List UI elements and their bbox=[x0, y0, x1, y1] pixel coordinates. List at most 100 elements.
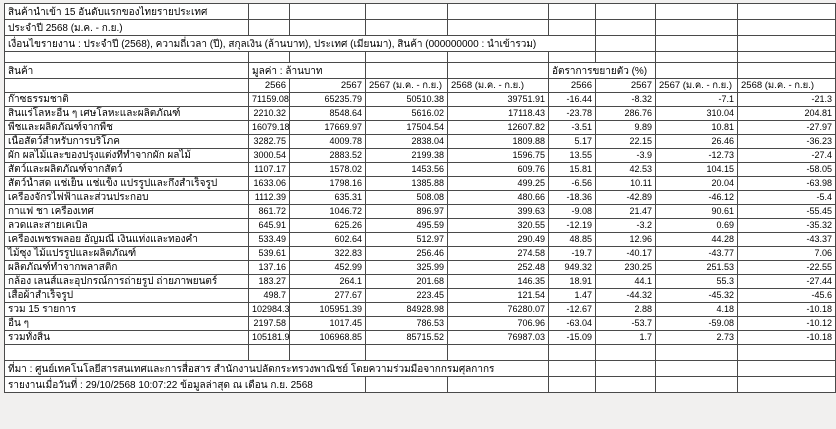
value-cell: -53.7 bbox=[595, 316, 656, 331]
product-cell: สินแร่โลหะอื่น ๆ เศษโลหะและผลิตภัณฑ์ bbox=[4, 106, 249, 121]
value-cell: 499.25 bbox=[447, 176, 549, 191]
product-cell: กาแฟ ชา เครื่องเทศ bbox=[4, 204, 249, 219]
value-cell: 5616.02 bbox=[365, 106, 448, 121]
value-cell: 223.45 bbox=[365, 288, 448, 303]
value-cell: 1017.45 bbox=[289, 316, 366, 331]
value-cell: -10.18 bbox=[737, 330, 836, 345]
empty-cell bbox=[655, 344, 738, 361]
table-row: เสื้อผ้าสำเร็จรูป 498.7 277.67 223.45 121.54… bbox=[4, 288, 836, 303]
value-cell: 2.88 bbox=[595, 302, 656, 317]
empty-cell bbox=[595, 376, 656, 393]
report-source: ที่มา : ศูนย์เทคโนโลยีสารสนเทศและการสื่อ… bbox=[4, 360, 549, 377]
empty-cell bbox=[447, 344, 549, 361]
value-cell: 1798.16 bbox=[289, 176, 366, 191]
year-header: 2567 (ม.ค. - ก.ย.) bbox=[655, 78, 738, 93]
value-cell: -42.89 bbox=[595, 190, 656, 205]
value-cell: 9.89 bbox=[595, 120, 656, 135]
product-cell: รวม 15 รายการ bbox=[4, 302, 249, 317]
value-cell: 12.96 bbox=[595, 232, 656, 247]
value-cell: 251.53 bbox=[655, 260, 738, 275]
value-cell: -36.23 bbox=[737, 134, 836, 149]
empty-cell bbox=[737, 35, 836, 52]
value-cell: 71159.08 bbox=[248, 92, 290, 107]
value-cell: -27.4 bbox=[737, 148, 836, 163]
value-cell: 55.3 bbox=[655, 274, 738, 289]
value-cell: -45.32 bbox=[655, 288, 738, 303]
empty-cell bbox=[548, 19, 596, 36]
empty-cell bbox=[248, 3, 290, 20]
value-cell: 2199.38 bbox=[365, 148, 448, 163]
value-cell: 17504.54 bbox=[365, 120, 448, 135]
product-cell: ลวดและสายเคเบิล bbox=[4, 218, 249, 233]
product-cell: เครื่องจักรไฟฟ้าและส่วนประกอบ bbox=[4, 190, 249, 205]
title-row: สินค้านำเข้า 15 อันดับแรกของไทยรายประเทศ bbox=[4, 3, 836, 20]
value-cell: 10.81 bbox=[655, 120, 738, 135]
value-cell: -6.56 bbox=[548, 176, 596, 191]
value-cell: 4009.78 bbox=[289, 134, 366, 149]
product-cell: เนื้อสัตว์สำหรับการบริโภค bbox=[4, 134, 249, 149]
value-cell: 104.15 bbox=[655, 162, 738, 177]
empty-cell bbox=[655, 19, 738, 36]
conditions-row: เงื่อนไขรายงาน : ประจำปี (2568), ความถี่… bbox=[4, 35, 836, 52]
value-cell: 4.18 bbox=[655, 302, 738, 317]
value-cell: -7.1 bbox=[655, 92, 738, 107]
empty-cell bbox=[447, 376, 549, 393]
value-cell: -12.67 bbox=[548, 302, 596, 317]
value-cell: 625.26 bbox=[289, 218, 366, 233]
value-cell: 310.04 bbox=[655, 106, 738, 121]
table-row: เครื่องจักรไฟฟ้าและส่วนประกอบ 1112.39 635.… bbox=[4, 190, 836, 205]
report-title: สินค้านำเข้า 15 อันดับแรกของไทยรายประเทศ bbox=[4, 3, 249, 20]
value-cell: 896.97 bbox=[365, 204, 448, 219]
empty-cell bbox=[4, 78, 249, 93]
value-cell: 22.15 bbox=[595, 134, 656, 149]
value-cell: -46.12 bbox=[655, 190, 738, 205]
empty-cell bbox=[447, 62, 549, 79]
value-cell: 602.64 bbox=[289, 232, 366, 247]
value-cell: 20.04 bbox=[655, 176, 738, 191]
empty-cell bbox=[447, 19, 549, 36]
value-cell: 26.46 bbox=[655, 134, 738, 149]
product-cell: ผลิตภัณฑ์ทำจากพลาสติก bbox=[4, 260, 249, 275]
value-cell: -59.08 bbox=[655, 316, 738, 331]
value-cell: 121.54 bbox=[447, 288, 549, 303]
table-row: รวม 15 รายการ 102984.3 105951.39 84928.98 76… bbox=[4, 302, 836, 317]
value-cell: -10.12 bbox=[737, 316, 836, 331]
growth-group-header: อัตราการขยายตัว (%) bbox=[548, 62, 656, 79]
spacer-row bbox=[4, 344, 836, 361]
value-cell: 325.99 bbox=[365, 260, 448, 275]
value-cell: 252.48 bbox=[447, 260, 549, 275]
table-row: ก๊าซธรรมชาติ 71159.08 65235.79 50510.38 3975… bbox=[4, 92, 836, 107]
table-row: สินแร่โลหะอื่น ๆ เศษโลหะและผลิตภัณฑ์ 2210… bbox=[4, 106, 836, 121]
value-cell: 2883.52 bbox=[289, 148, 366, 163]
value-cell: -23.78 bbox=[548, 106, 596, 121]
empty-cell bbox=[737, 344, 836, 361]
group-header-row: สินค้า มูลค่า : ล้านบาท อัตราการขยายตัว … bbox=[4, 62, 836, 79]
value-cell: 480.66 bbox=[447, 190, 549, 205]
table-row: ไม้ซุง ไม้แปรรูปและผลิตภัณฑ์ 539.61 322.83… bbox=[4, 246, 836, 261]
value-cell: 274.58 bbox=[447, 246, 549, 261]
empty-cell bbox=[737, 62, 836, 79]
table-body: ก๊าซธรรมชาติ 71159.08 65235.79 50510.38 3975… bbox=[4, 92, 836, 345]
table-row: สัตว์น้ำสด แช่เย็น แช่แข็ง แปรรูปและกึ่ง… bbox=[4, 176, 836, 191]
value-cell: 609.76 bbox=[447, 162, 549, 177]
period-row: ประจำปี 2568 (ม.ค. - ก.ย.) bbox=[4, 19, 836, 36]
value-cell: -58.05 bbox=[737, 162, 836, 177]
table-row: เครื่องเพชรพลอย อัญมณี เงินแท่งและทองคำ 5… bbox=[4, 232, 836, 247]
value-cell: 44.28 bbox=[655, 232, 738, 247]
empty-cell bbox=[595, 344, 656, 361]
value-cell: 13.55 bbox=[548, 148, 596, 163]
value-cell: 16079.18 bbox=[248, 120, 290, 135]
value-cell: -18.36 bbox=[548, 190, 596, 205]
value-cell: 102984.3 bbox=[248, 302, 290, 317]
report-sheet: สินค้านำเข้า 15 อันดับแรกของไทยรายประเทศ… bbox=[4, 3, 836, 393]
value-cell: -22.55 bbox=[737, 260, 836, 275]
report-table: สินค้านำเข้า 15 อันดับแรกของไทยรายประเทศ… bbox=[4, 3, 836, 393]
value-cell: 533.49 bbox=[248, 232, 290, 247]
value-cell: 8548.64 bbox=[289, 106, 366, 121]
value-cell: -15.09 bbox=[548, 330, 596, 345]
value-cell: 39751.91 bbox=[447, 92, 549, 107]
value-cell: 84928.98 bbox=[365, 302, 448, 317]
value-cell: 12607.82 bbox=[447, 120, 549, 135]
value-cell: 204.81 bbox=[737, 106, 836, 121]
value-cell: 21.47 bbox=[595, 204, 656, 219]
